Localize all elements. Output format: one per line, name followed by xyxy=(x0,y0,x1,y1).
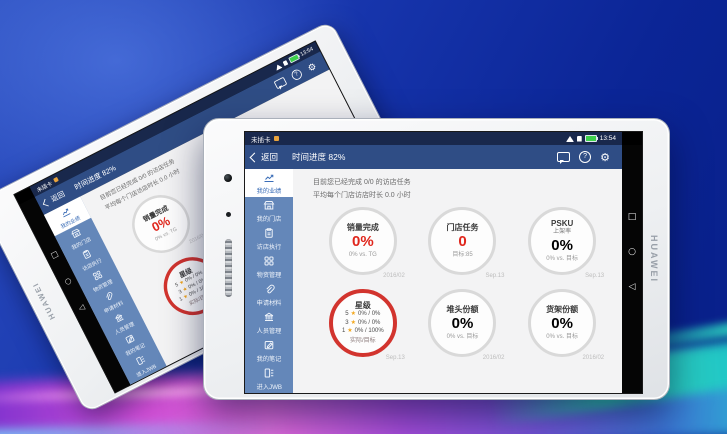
message-bubble-icon[interactable] xyxy=(557,152,571,164)
sidebar-item-personnel[interactable]: 人员管理 xyxy=(98,303,145,343)
back-button[interactable]: 返回 xyxy=(261,152,279,162)
dashboard-main: 目前您已经完成 0/0 的访店任务 平均每个门店访店时长 0.0 小时 销量完成… xyxy=(293,169,622,393)
grid-icon xyxy=(92,270,103,281)
time-progress-title: 时间进度 82% xyxy=(292,152,346,162)
grid-icon xyxy=(264,256,274,266)
wifi-icon xyxy=(565,135,574,142)
notepad-pencil-icon xyxy=(264,341,274,350)
android-back-button[interactable]: ◁ xyxy=(628,281,636,292)
sidebar-item-performance[interactable]: 我的业绩 xyxy=(43,196,92,237)
storage-icon xyxy=(576,135,582,142)
recent-apps-button[interactable]: □ xyxy=(49,249,60,261)
back-chevron-icon xyxy=(42,198,51,207)
clock-text: 13:54 xyxy=(599,135,616,142)
background-cyan-streak xyxy=(0,418,291,434)
notepad-pencil-icon xyxy=(125,334,135,344)
light-sensor xyxy=(226,212,231,217)
notification-icon xyxy=(273,136,279,141)
bank-icon xyxy=(264,312,274,321)
help-icon[interactable]: ? xyxy=(289,67,304,82)
overview-line-2: 平均每个门店访店时长 0.0 小时 xyxy=(313,192,411,199)
clipboard-icon xyxy=(265,228,273,238)
kpi-date: 2016/02 xyxy=(383,273,405,279)
clipboard-icon xyxy=(82,249,91,259)
back-chevron-icon xyxy=(249,152,260,162)
kpi-star-rating[interactable]: 星级 5 ★ 0% / 0% 3 ★ 0% / 0% 1 ★ 0% / 100% 实际/目标… xyxy=(321,289,405,361)
message-bubble-icon[interactable] xyxy=(273,76,288,90)
android-nav-bar: □ ○ ◁ xyxy=(622,145,642,393)
notification-icon xyxy=(52,177,59,183)
sidebar-item-request-materials[interactable]: 申请材料 xyxy=(87,281,134,321)
sidebar-item-visit-execution[interactable]: 访店执行 xyxy=(65,239,112,279)
sidebar-item-materials-management[interactable]: 物资管理 xyxy=(76,260,123,300)
star-icon: ★ xyxy=(350,318,357,326)
document-lines-icon xyxy=(264,368,274,378)
sidebar-item-notes[interactable]: 我的笔记 xyxy=(245,337,293,365)
star-icon: ★ xyxy=(347,327,353,335)
battery-icon xyxy=(584,135,598,142)
settings-gear-icon[interactable]: ⚙ xyxy=(305,60,319,74)
star-icon: ★ xyxy=(350,310,357,318)
kpi-psku[interactable]: PSKU 上架率 0% 0% vs. 目标 Sep.13 xyxy=(520,207,604,279)
front-camera xyxy=(224,174,232,182)
huawei-logo: HUAWEI xyxy=(649,235,659,283)
overview-line-1: 目前您已经完成 0/0 的访店任务 xyxy=(313,179,411,186)
wifi-icon xyxy=(273,62,283,71)
kpi-row-1: 销量完成 0% 0% vs. TG 2016/02 门店任务 0 xyxy=(313,207,612,279)
android-back-button[interactable]: ◁ xyxy=(77,302,87,313)
chart-line-icon xyxy=(264,174,274,182)
kpi-date: Sep.13 xyxy=(485,273,505,279)
kpi-shelf-share[interactable]: 货架份额 0% 0% vs. 目标 2016/02 xyxy=(520,289,604,361)
settings-gear-icon[interactable]: ⚙ xyxy=(600,150,610,164)
sidebar-item-visit-execution[interactable]: 访店执行 xyxy=(245,225,293,253)
tablet-front: HUAWEI 未插卡 13:54 xyxy=(203,118,670,400)
paperclip-icon xyxy=(266,284,275,294)
paperclip-icon xyxy=(106,291,113,301)
storage-icon xyxy=(282,60,288,66)
kpi-store-tasks[interactable]: 门店任务 0 目标:85 Sep.13 xyxy=(420,207,504,279)
status-bar: 未插卡 13:54 xyxy=(245,132,622,145)
help-icon[interactable]: ? xyxy=(579,151,592,163)
recent-apps-button[interactable]: □ xyxy=(627,211,637,222)
home-button[interactable]: ○ xyxy=(63,276,74,287)
sidebar-item-stores[interactable]: 我的门店 xyxy=(245,197,293,225)
huawei-logo: HUAWEI xyxy=(30,280,57,322)
home-button[interactable]: ○ xyxy=(628,246,636,257)
kpi-date: 2016/02 xyxy=(582,355,605,361)
store-icon xyxy=(71,228,81,239)
nav-bar: 返回 时间进度 82% ? ⚙ xyxy=(245,145,622,169)
sim-status-text: 未插卡 xyxy=(251,136,271,144)
kpi-row-2: 星级 5 ★ 0% / 0% 3 ★ 0% / 0% 1 ★ 0% / 100% 实际/目标… xyxy=(313,289,612,361)
sidebar-item-materials-management[interactable]: 物资管理 xyxy=(245,253,293,281)
bank-icon xyxy=(115,314,124,323)
sidebar-item-performance[interactable]: 我的业绩 xyxy=(245,169,293,197)
app-screen: 未插卡 13:54 返回 时间进度 82% xyxy=(244,131,643,394)
sidebar-item-personnel[interactable]: 人员管理 xyxy=(245,309,293,337)
kpi-sales-completion[interactable]: 销量完成 0% 0% vs. TG 2016/02 xyxy=(321,207,405,279)
kpi-date: Sep.13 xyxy=(585,273,605,279)
speaker-grille xyxy=(225,239,232,297)
kpi-date: Sep.13 xyxy=(385,355,405,361)
back-button[interactable]: 返回 xyxy=(49,189,67,204)
store-icon xyxy=(263,201,275,210)
kpi-endcap-share[interactable]: 堆头份额 0% 0% vs. 目标 2016/02 xyxy=(420,289,504,361)
sidebar-item-request-materials[interactable]: 申请材料 xyxy=(245,281,293,309)
sidebar: 我的业绩 我的门店 访店执行 物资管理 xyxy=(245,169,293,393)
bezel-camera-column xyxy=(204,119,244,399)
sidebar-item-enter-jwb[interactable]: 进入JWB xyxy=(245,365,293,393)
sidebar-item-stores[interactable]: 我的门店 xyxy=(55,218,102,258)
kpi-date: 2016/02 xyxy=(482,355,505,361)
chart-line-icon xyxy=(63,208,71,218)
sidebar-item-notes[interactable]: 我的笔记 xyxy=(109,324,156,364)
